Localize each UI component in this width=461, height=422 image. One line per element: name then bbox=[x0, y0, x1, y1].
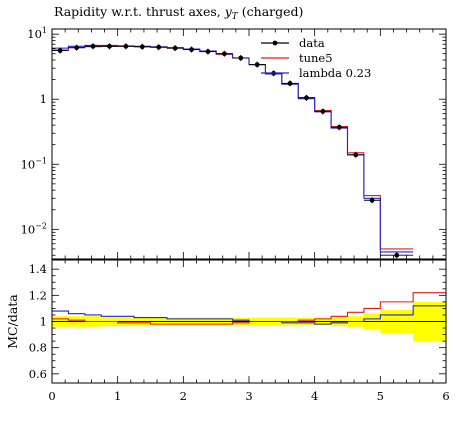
ratio-plot-area bbox=[52, 292, 446, 342]
data-point bbox=[156, 44, 162, 50]
ratio-y-axis-label: MC/data bbox=[5, 294, 20, 349]
ratio-y-tick-label: 0.6 bbox=[29, 367, 47, 381]
data-point bbox=[238, 55, 244, 61]
ratio-step-lambda-023 bbox=[52, 305, 446, 325]
data-point bbox=[353, 152, 359, 158]
ratio-y-tick-label: 1.2 bbox=[29, 288, 47, 302]
data-point bbox=[221, 51, 227, 57]
main-y-ticks bbox=[51, 29, 447, 259]
main-plot-area bbox=[52, 43, 414, 259]
data-point bbox=[74, 45, 80, 51]
legend-label-data: data bbox=[299, 36, 325, 50]
data-point bbox=[320, 108, 326, 114]
ratio-y-tick-label: 1.4 bbox=[29, 262, 47, 276]
ratio-y-ticks bbox=[51, 260, 447, 383]
x-tick-label: 3 bbox=[245, 389, 252, 403]
legend-marker-data bbox=[272, 40, 278, 46]
x-tick-label: 0 bbox=[48, 389, 55, 403]
data-point bbox=[57, 48, 63, 53]
x-tick-label: 4 bbox=[311, 389, 318, 403]
y-tick-label: 101 bbox=[27, 26, 47, 41]
chart-title: Rapidity w.r.t. thrust axes, yT (charged… bbox=[54, 4, 303, 22]
ratio-y-tick-label: 0.8 bbox=[29, 341, 47, 355]
y-tick-label: 10−2 bbox=[21, 221, 47, 236]
data-point bbox=[287, 81, 293, 86]
data-point bbox=[123, 43, 129, 49]
x-tick-label: 1 bbox=[114, 389, 121, 403]
data-point bbox=[205, 49, 211, 54]
data-point bbox=[90, 43, 96, 49]
data-point bbox=[369, 197, 375, 203]
data-point bbox=[304, 95, 309, 101]
y-tick-label: 10−1 bbox=[21, 156, 47, 171]
ratio-step-tune5 bbox=[52, 292, 446, 325]
data-point bbox=[336, 124, 342, 130]
data-point bbox=[254, 62, 260, 68]
legend-label-tune5: tune5 bbox=[299, 51, 333, 65]
legend-label-lambda-023: lambda 0.23 bbox=[299, 66, 371, 80]
data-point bbox=[189, 47, 194, 52]
x-tick-label: 6 bbox=[442, 389, 449, 403]
ratio-y-tick-label: 1 bbox=[40, 315, 47, 329]
x-tick-label: 5 bbox=[377, 389, 384, 403]
data-point bbox=[139, 44, 145, 50]
x-tick-label: 2 bbox=[180, 389, 187, 403]
data-point bbox=[107, 43, 112, 49]
y-tick-label: 1 bbox=[40, 92, 47, 106]
data-point bbox=[394, 252, 400, 258]
data-point bbox=[172, 45, 178, 51]
